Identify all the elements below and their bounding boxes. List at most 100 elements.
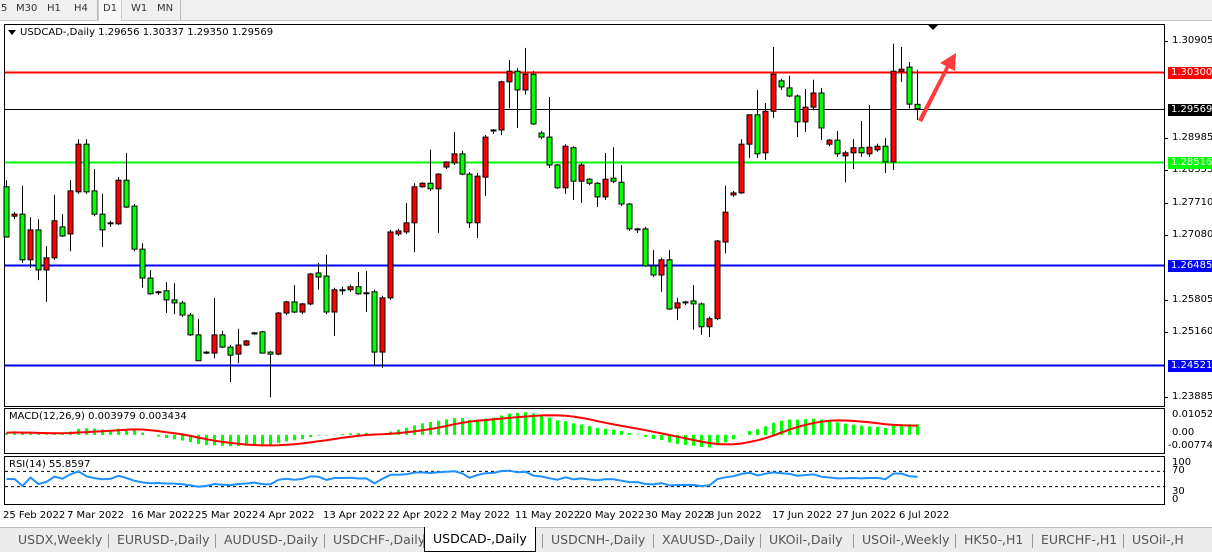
date-label: 8 Jun 2022 — [708, 510, 762, 521]
candle — [3, 180, 10, 238]
candle — [634, 227, 641, 233]
level-price-tag: 1.30300 — [1168, 66, 1212, 79]
candle — [778, 78, 785, 90]
bull-candle-body — [762, 110, 769, 154]
price-axis-label: 1.25805 — [1172, 293, 1212, 305]
chart-tab[interactable]: USDCNH-,Daily — [551, 532, 646, 547]
bull-candle-body — [443, 161, 450, 168]
candle — [746, 114, 753, 158]
timeframe-h1[interactable]: H1 — [47, 3, 61, 14]
timeframe-h4[interactable]: H4 — [74, 3, 88, 14]
candle — [243, 339, 250, 347]
candle — [658, 257, 665, 292]
bear-candle-body — [187, 314, 194, 336]
candle — [626, 203, 633, 231]
timeframe-w1[interactable]: W1 — [131, 3, 148, 14]
chart-tab[interactable]: UKOil-,Daily — [769, 532, 843, 547]
bear-candle-body — [914, 103, 921, 110]
dropdown-triangle-icon[interactable] — [8, 30, 16, 35]
bull-candle-body — [722, 211, 729, 243]
candle — [259, 330, 266, 354]
candle — [315, 262, 322, 290]
candle — [882, 138, 889, 174]
bull-candle-body — [363, 292, 370, 295]
date-label: 16 Mar 2022 — [131, 510, 195, 521]
chart-tab[interactable]: USDCHF-,Daily — [333, 532, 426, 547]
candle — [203, 351, 210, 355]
candle — [155, 290, 162, 295]
bull-candle-body — [379, 297, 386, 353]
candle — [650, 250, 657, 278]
bull-candle-body — [251, 332, 258, 335]
candle — [107, 220, 114, 227]
bear-candle-body — [626, 203, 633, 230]
bear-candle-body — [315, 272, 322, 278]
chart-tab[interactable]: USOil-,Weekly — [862, 532, 950, 547]
bear-candle-body — [690, 300, 697, 305]
chart-tab[interactable]: USOil-,H — [1132, 532, 1184, 547]
bull-candle-body — [602, 178, 609, 198]
bear-candle-body — [818, 92, 825, 129]
candle — [730, 190, 737, 197]
bear-candle-body — [163, 290, 170, 301]
bull-candle-body — [714, 240, 721, 320]
bull-candle-body — [498, 81, 505, 131]
chart-header: USDCAD-,Daily 1.29656 1.30337 1.29350 1.… — [20, 27, 274, 38]
candle — [363, 270, 370, 313]
bear-candle-body — [91, 190, 98, 215]
candle — [554, 163, 561, 189]
chart-tab[interactable]: HK50-,H1 — [964, 532, 1024, 547]
main-chart-frame — [4, 24, 1165, 407]
bull-candle-body — [826, 139, 833, 145]
bull-candle-body — [419, 182, 426, 188]
bull-candle-body — [674, 302, 681, 309]
candle — [498, 80, 505, 136]
bear-candle-body — [179, 302, 186, 316]
candle — [395, 228, 402, 236]
timeframe-mn[interactable]: MN — [157, 3, 174, 14]
bull-candle-body — [435, 173, 442, 190]
date-label: 25 Feb 2022 — [3, 510, 66, 521]
macd-axis-zero: 0.00 — [1172, 427, 1195, 438]
chart-tab[interactable]: USDCAD-,Daily — [424, 527, 536, 552]
candle — [459, 150, 466, 176]
candle — [51, 194, 58, 260]
candle — [562, 144, 569, 194]
candle — [227, 345, 234, 383]
bear-candle-body — [666, 259, 673, 310]
timeframe-d1[interactable]: D1 — [98, 0, 123, 21]
rsi-axis-30: 30 — [1172, 486, 1185, 497]
candle — [506, 60, 513, 109]
tab-divider — [215, 534, 216, 548]
candle — [810, 79, 817, 111]
chart-tab[interactable]: XAUUSD-,Daily — [662, 532, 756, 547]
candle — [586, 178, 593, 186]
bull-candle-body — [339, 289, 346, 292]
bear-candle-body — [834, 139, 841, 155]
chart-canvas[interactable] — [0, 0, 1212, 527]
rsi-axis-100: 100 — [1172, 457, 1192, 468]
bull-candle-body — [11, 213, 18, 217]
bear-candle-body — [323, 275, 330, 313]
candle — [371, 289, 378, 366]
chart-tab[interactable]: USDX,Weekly — [18, 532, 103, 547]
bear-candle-body — [594, 182, 601, 198]
bear-candle-body — [35, 229, 42, 271]
date-label: 11 May 2022 — [515, 510, 581, 521]
chart-tab[interactable]: EURCHF-,H1 — [1041, 532, 1118, 547]
candle — [482, 135, 489, 196]
chart-shift-marker-icon[interactable] — [927, 24, 939, 30]
bear-candle-body — [778, 80, 785, 88]
timeframe-m30[interactable]: M30 — [16, 3, 38, 14]
macd-signal-line — [6, 414, 918, 447]
bear-candle-body — [267, 351, 274, 355]
level-price-tag: 1.24521 — [1168, 359, 1212, 372]
bear-candle-body — [131, 205, 138, 250]
bear-candle-body — [882, 145, 889, 163]
bull-candle-body — [275, 312, 282, 355]
candle — [435, 173, 442, 233]
timeframe-m5[interactable]: 5 — [1, 3, 8, 14]
chart-tab[interactable]: AUDUSD-,Daily — [224, 532, 319, 547]
bull-candle-body — [898, 68, 905, 72]
chart-tab[interactable]: EURUSD-,Daily — [117, 532, 210, 547]
